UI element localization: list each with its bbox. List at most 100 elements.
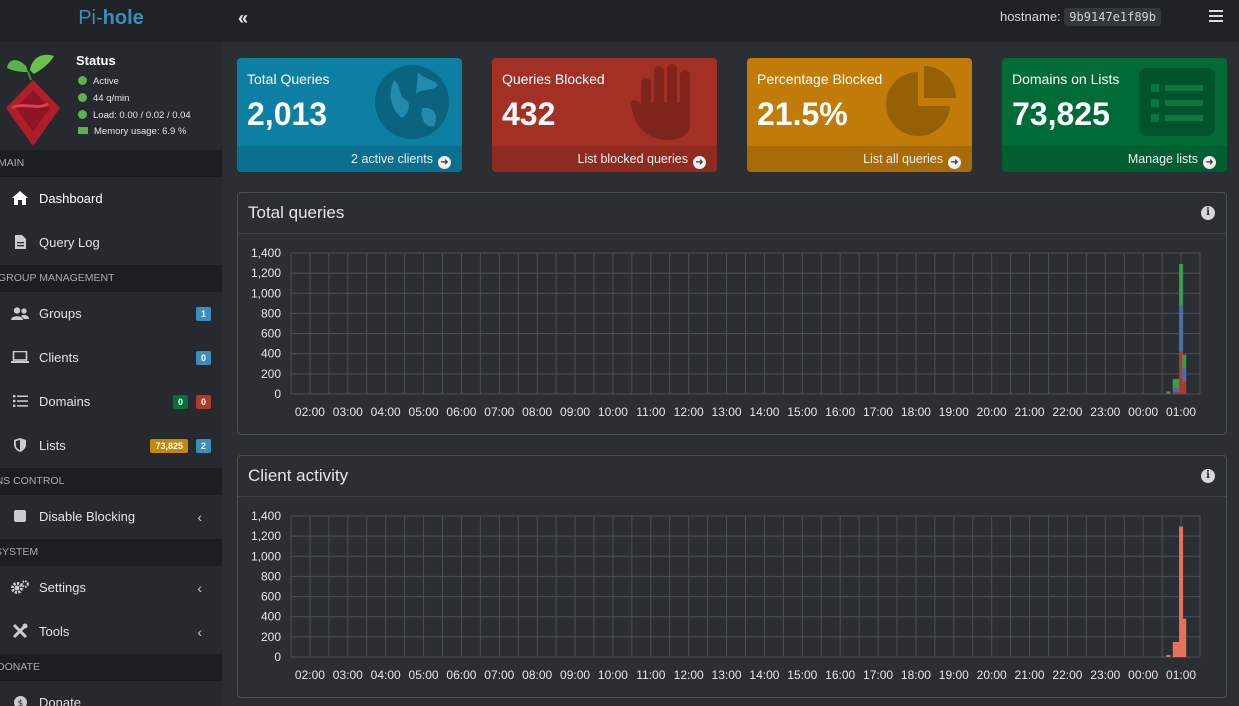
sidebar-item-domains[interactable]: Domains 0 0	[0, 380, 222, 424]
globe-icon	[375, 65, 449, 139]
domains-on-lists-box: Domains on Lists 73,825 Manage lists ➜	[1002, 58, 1227, 172]
cogs-icon	[11, 566, 29, 610]
sidebar-item-query-log[interactable]: Query Log	[0, 221, 222, 265]
total-queries-chart: 0 200 400 600 800 1,000 1,200 1,400 02:00 03:00 04…	[251, 246, 1201, 419]
queries-bar-permitted[interactable]	[1179, 264, 1184, 306]
section-header-group-management: GROUP MANAGEMENT	[0, 265, 222, 292]
client-bar-client1[interactable]	[1166, 654, 1171, 657]
x-tick-label: 21:00	[1015, 405, 1045, 419]
home-icon	[11, 177, 29, 221]
queries-bar-permitted[interactable]	[1166, 391, 1171, 393]
queries-blocked-value: 432	[502, 96, 556, 132]
svg-text:$: $	[17, 699, 23, 706]
y-tick-label: 200	[261, 367, 281, 381]
x-tick-label: 16:00	[825, 405, 855, 419]
queries-bar-cached[interactable]	[1182, 367, 1187, 382]
queries-bar-cached[interactable]	[1172, 387, 1177, 392]
x-tick-label: 02:00	[295, 405, 325, 419]
section-header-donate: DONATE	[0, 654, 222, 681]
queries-bar-cached[interactable]	[1166, 392, 1171, 394]
queries-bar-permitted[interactable]	[1175, 378, 1180, 388]
queries-bar-permitted[interactable]	[1172, 378, 1177, 388]
status-active: Active	[78, 76, 119, 87]
pihole-raspberry-logo	[6, 54, 60, 146]
manage-lists-link[interactable]: Manage lists ➜	[1002, 146, 1227, 172]
laptop-icon	[11, 336, 29, 380]
queries-bar-blocked[interactable]	[1179, 351, 1184, 394]
list-blocked-queries-link[interactable]: List blocked queries ➜	[492, 146, 717, 172]
y-tick-label: 600	[261, 590, 281, 604]
sidebar-item-groups[interactable]: Groups 1	[0, 292, 222, 336]
list-icon	[11, 380, 29, 424]
x-tick-label: 13:00	[712, 668, 742, 682]
sidebar-item-lists[interactable]: Lists 73,825 2	[0, 424, 222, 468]
x-tick-label: 18:00	[901, 405, 931, 419]
sidebar-item-disable-blocking[interactable]: Disable Blocking ‹	[0, 495, 222, 539]
domains-on-lists-value: 73,825	[1012, 96, 1110, 132]
brand-logo-text[interactable]: Pi-hole	[78, 7, 144, 29]
x-tick-label: 07:00	[484, 668, 514, 682]
hostname-label: hostname:	[999, 9, 1061, 24]
queries-bar-cached[interactable]	[1175, 387, 1180, 392]
total-queries-chart-title: Total queries	[248, 203, 345, 222]
x-tick-label: 09:00	[560, 405, 590, 419]
users-icon	[11, 292, 29, 336]
x-tick-label: 19:00	[939, 405, 969, 419]
arrow-circle-right-icon: ➜	[438, 156, 451, 169]
queries-bar-blocked[interactable]	[1175, 391, 1180, 394]
client-bar-client1[interactable]	[1175, 641, 1180, 657]
hand-stop-icon	[630, 64, 690, 140]
active-clients-link[interactable]: 2 active clients ➜	[237, 146, 462, 172]
sidebar-item-tools[interactable]: Tools ‹	[0, 610, 222, 654]
sidebar-item-donate[interactable]: $ Donate	[0, 681, 222, 706]
y-tick-label: 1,200	[251, 266, 281, 280]
x-tick-label: 08:00	[522, 668, 552, 682]
domains-deny-badge: 0	[195, 395, 211, 409]
list-alt-icon	[1139, 68, 1215, 136]
client-bar-client1[interactable]	[1179, 527, 1184, 657]
arrow-circle-right-icon: ➜	[1203, 156, 1216, 169]
x-tick-label: 14:00	[749, 668, 779, 682]
x-tick-label: 00:00	[1128, 405, 1158, 419]
client-bar-client2[interactable]	[1179, 526, 1184, 528]
y-tick-label: 1,400	[251, 509, 281, 523]
client-bar-client1[interactable]	[1172, 641, 1177, 657]
queries-bar-cached[interactable]	[1179, 305, 1184, 352]
dollar-icon: $	[11, 681, 29, 706]
x-tick-label: 01:00	[1166, 405, 1196, 419]
hostname-display: hostname: 9b9147e1f89b	[999, 8, 1161, 26]
percentage-blocked-value: 21.5%	[757, 96, 848, 132]
info-icon[interactable]: i	[1201, 469, 1215, 483]
file-icon	[11, 221, 29, 265]
queries-bar-blocked[interactable]	[1172, 391, 1177, 394]
section-header-dns-control: DNS CONTROL	[0, 468, 222, 495]
pie-chart-icon	[886, 66, 956, 136]
queries-bar-permitted[interactable]	[1182, 354, 1187, 368]
x-tick-label: 13:00	[712, 405, 742, 419]
sidebar-item-clients[interactable]: Clients 0	[0, 336, 222, 380]
x-tick-label: 22:00	[1052, 668, 1082, 682]
status-panel: Status Active 44 q/min Load: 0.00 / 0.02…	[0, 42, 222, 150]
x-tick-label: 11:00	[636, 668, 665, 682]
y-tick-label: 1,400	[251, 246, 281, 260]
section-header-main: MAIN	[0, 150, 222, 177]
sidebar-collapse-button[interactable]: «	[238, 8, 249, 28]
x-tick-label: 07:00	[484, 405, 514, 419]
x-tick-label: 23:00	[1090, 405, 1120, 419]
x-tick-label: 12:00	[674, 668, 704, 682]
tools-icon	[11, 610, 29, 654]
percentage-blocked-title: Percentage Blocked	[757, 71, 883, 87]
section-header-system: SYSTEM	[0, 539, 222, 566]
sidebar-item-dashboard[interactable]: Dashboard	[0, 177, 222, 221]
info-icon[interactable]: i	[1201, 206, 1215, 220]
client-activity-chart: 0 200 400 600 800 1,000 1,200 1,400 02:00 03:00 04…	[251, 509, 1201, 682]
list-all-queries-link[interactable]: List all queries ➜	[747, 146, 972, 172]
y-tick-label: 1,000	[251, 286, 281, 300]
queries-blocked-box: Queries Blocked 432 List blocked queries…	[492, 58, 717, 172]
hamburger-menu-icon[interactable]	[1209, 10, 1223, 25]
x-tick-label: 03:00	[333, 668, 363, 682]
client-bar-client1[interactable]	[1182, 618, 1187, 657]
queries-bar-blocked[interactable]	[1182, 381, 1187, 394]
sidebar-item-settings[interactable]: Settings ‹	[0, 566, 222, 610]
x-tick-label: 18:00	[901, 668, 931, 682]
